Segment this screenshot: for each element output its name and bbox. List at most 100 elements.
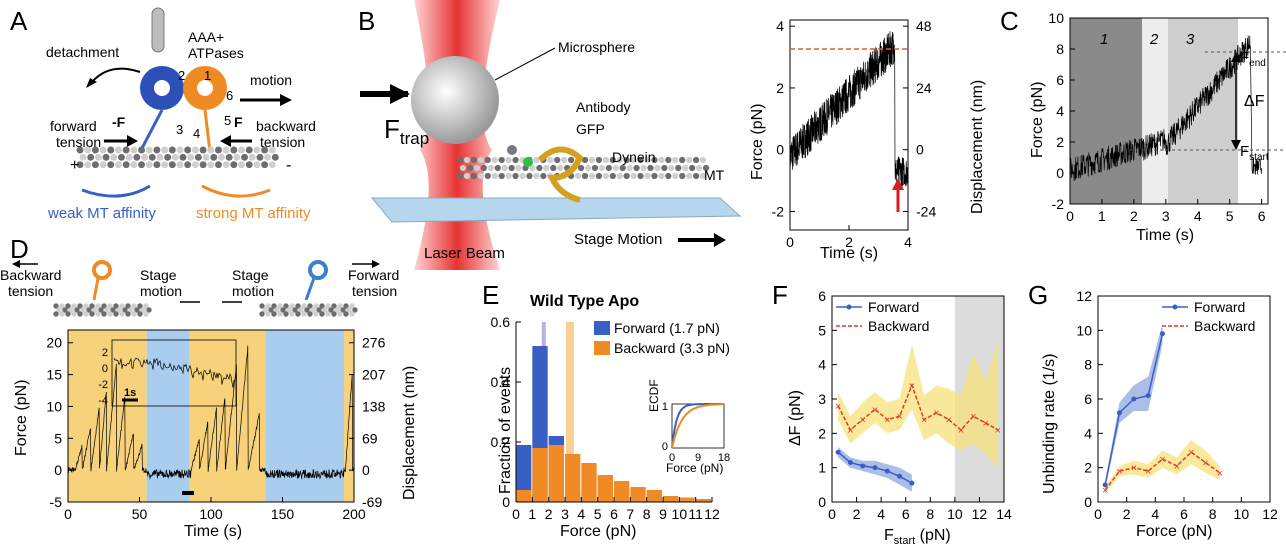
plus-end-label: + — [70, 157, 79, 174]
d-orange-stalk-icon — [92, 277, 100, 301]
tubulin-dimer — [540, 172, 547, 180]
tubulin-dimer — [567, 156, 575, 164]
tubulin-dimer — [65, 303, 71, 309]
point-backward: × — [1188, 447, 1194, 459]
tubulin-dimer — [331, 303, 337, 309]
tubulin-dimer — [143, 311, 149, 317]
tubulin-dimer — [644, 172, 651, 180]
tubulin-dimer — [325, 311, 331, 317]
d-band — [68, 330, 147, 502]
blue-stalk-icon — [138, 109, 164, 153]
tubulin-dimer — [679, 156, 686, 164]
tubulin-dimer — [148, 153, 156, 161]
f-xlabel-main: F — [884, 527, 894, 544]
x-tick-label: 1 — [528, 506, 536, 522]
d-y2-tick-label: 276 — [362, 335, 386, 351]
x-tick-label: 7 — [626, 506, 634, 522]
tubulin-dimer — [477, 156, 484, 164]
tubulin-dimer — [245, 161, 253, 169]
c-ylabel: Force (pN) — [1029, 82, 1046, 158]
point-forward — [1131, 396, 1137, 402]
tubulin-dimer — [65, 311, 71, 317]
tubulin-dimer — [171, 153, 179, 161]
tubulin-dimer — [253, 161, 261, 169]
e-legend-backward-swatch — [594, 341, 610, 355]
tubulin-dimer — [125, 303, 131, 309]
tubulin-dimer — [651, 172, 658, 180]
c-region-2-label: 2 — [1149, 31, 1159, 48]
laser-label: Laser Beam — [424, 245, 505, 262]
d-y2-tick-label: 207 — [362, 367, 386, 383]
x-tick-label: 9 — [659, 506, 667, 522]
tubulin-dimer — [74, 307, 80, 313]
tubulin-dimer — [626, 164, 633, 172]
tubulin-dimer — [466, 164, 474, 172]
tubulin-dimer — [230, 161, 238, 169]
c-region-3-label: 3 — [1186, 31, 1195, 48]
x-tick-label: 4 — [1151, 506, 1159, 522]
f-xlabel-unit: (pN) — [915, 527, 951, 544]
tubulin-dimer — [577, 164, 585, 172]
stage-arrowhead-icon — [714, 233, 726, 247]
d-forward-label: Forward — [348, 267, 399, 283]
tubulin-dimer — [280, 307, 286, 313]
tubulin-dimer — [77, 311, 83, 317]
tubulin-dimer — [156, 153, 164, 161]
d-forward-arrowhead — [372, 260, 380, 268]
tubulin-dimer — [277, 303, 283, 309]
tubulin-dimer — [588, 156, 596, 164]
y-tick-label: 6 — [818, 288, 826, 304]
tubulin-dimer — [145, 161, 153, 169]
c-fend-main: F — [1240, 49, 1249, 66]
tubulin-dimer — [581, 172, 589, 180]
forward-tension-label2: tension — [56, 134, 101, 150]
d-x-tick-label: 0 — [64, 506, 72, 522]
c-region-1-label: 1 — [1100, 31, 1108, 48]
tubulin-dimer — [71, 311, 77, 317]
tubulin-dimer — [322, 307, 328, 313]
tubulin-dimer — [98, 307, 104, 313]
y-tick-label: 12 — [1076, 288, 1092, 304]
tubulin-dimer — [122, 146, 130, 154]
tubulin-dimer — [91, 146, 99, 154]
tubulin-dimer — [79, 153, 87, 161]
b-y2-tick-label: 48 — [916, 18, 932, 34]
panel-b-schematic: Microsphere Antibody GFP Dynein MT Ftrap… — [360, 0, 742, 270]
y-tick-label: 6 — [1084, 391, 1092, 407]
f-legend-backward: Backward — [868, 318, 929, 334]
c-x-tick-label: 1 — [1098, 208, 1106, 224]
point-backward: × — [958, 425, 964, 437]
e-bar-backward — [597, 475, 613, 502]
tubulin-dimer — [619, 164, 626, 172]
tubulin-dimer — [259, 303, 265, 309]
point-forward — [1145, 393, 1151, 399]
panel-label-d: D — [10, 234, 29, 264]
tubulin-dimer — [253, 146, 261, 154]
d-trace-path — [67, 345, 355, 480]
tubulin-dimer — [484, 156, 491, 164]
b-y2-tick-label: 24 — [916, 80, 932, 96]
ring-num-5: 5 — [224, 113, 231, 128]
tubulin-dimer — [498, 156, 505, 164]
d-y2-tick-label: 69 — [362, 430, 378, 446]
x-tick-label: 6 — [1180, 506, 1188, 522]
tubulin-dimer — [637, 172, 644, 180]
tubulin-dimer — [194, 153, 202, 161]
c-y-tick-label: 2 — [1056, 134, 1064, 150]
tubulin-dimer — [319, 303, 325, 309]
f-plot: × × × × × × × × × × × × × × — [835, 296, 1004, 502]
e-bar-backward — [646, 490, 662, 502]
d-orange-motor-icon — [92, 260, 112, 280]
tubulin-dimer — [84, 146, 92, 154]
b-xlabel: Time (s) — [820, 245, 878, 262]
dynein-label: Dynein — [612, 149, 656, 165]
tubulin-dimer — [686, 156, 693, 164]
g-legend-forward: Forward — [1194, 299, 1245, 315]
c-trace-signal — [1069, 35, 1262, 181]
tubulin-dimer — [325, 303, 331, 309]
e-inset-ecdf: 0 9 18 1 0 — [662, 401, 730, 464]
g-legend-backward: Backward — [1194, 318, 1255, 334]
e-bar-backward — [614, 481, 630, 502]
tubulin-dimer — [550, 164, 557, 172]
